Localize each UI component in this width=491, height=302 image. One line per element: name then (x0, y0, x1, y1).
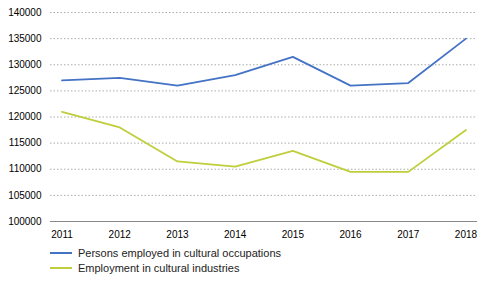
svg-text:115000: 115000 (9, 137, 42, 148)
svg-text:125000: 125000 (8, 85, 42, 96)
svg-text:2016: 2016 (339, 229, 362, 240)
svg-text:2017: 2017 (397, 229, 420, 240)
svg-text:2012: 2012 (109, 229, 132, 240)
svg-text:2018: 2018 (455, 229, 478, 240)
svg-text:120000: 120000 (8, 111, 42, 122)
svg-text:2013: 2013 (166, 229, 189, 240)
svg-text:110000: 110000 (9, 163, 42, 174)
svg-text:100000: 100000 (8, 216, 42, 227)
svg-text:105000: 105000 (8, 190, 42, 201)
svg-text:140000: 140000 (8, 7, 42, 18)
html-text:Employment in cultural industr: Employment in cultural industries (78, 262, 240, 274)
svg-text:130000: 130000 (8, 59, 42, 70)
html-text:Persons employed in cultural o: Persons employed in cultural occupations (78, 247, 281, 259)
svg-text:2011: 2011 (51, 229, 73, 240)
svg-text:2015: 2015 (282, 229, 305, 240)
svg-text:2014: 2014 (224, 229, 247, 240)
svg-text:135000: 135000 (8, 33, 42, 44)
